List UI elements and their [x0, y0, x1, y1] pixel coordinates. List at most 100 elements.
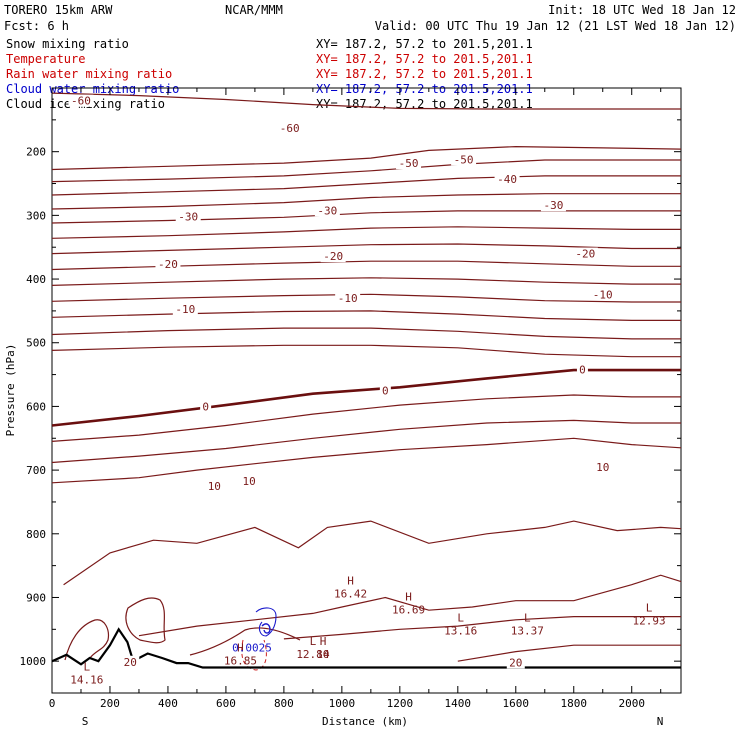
isotherm-line [51, 260, 681, 271]
isotherm-closed-contour [125, 597, 166, 644]
extremum-symbol: H [320, 635, 327, 648]
y-tick-label: 400 [26, 273, 46, 286]
isotherm-line [51, 293, 681, 303]
extremum-value: 14.16 [70, 674, 103, 687]
y-tick-label: 200 [26, 146, 46, 159]
isotherm-line [51, 344, 681, 358]
isotherm-label: 20 [124, 656, 137, 669]
x-tick-label: 200 [100, 697, 120, 710]
isotherm-label: -40 [497, 173, 517, 186]
isotherm-label-bg [155, 257, 181, 270]
isotherm-label: -60 [71, 95, 91, 108]
extremum-value: 14 [316, 648, 330, 661]
legend-entry-label: Rain water mixing ratio [6, 67, 172, 81]
extremum-symbol: L [310, 635, 317, 648]
extremum-value: 13.37 [511, 625, 544, 638]
isotherm-label: 10 [208, 480, 221, 493]
legend-entry-coords: XY= 187.2, 57.2 to 201.5,201.1 [316, 37, 533, 51]
legend-entry-label: Cloud water mixing ratio [6, 82, 179, 96]
chart-header: TORERO 15km ARW NCAR/MMM Init: 18 UTC We… [4, 3, 736, 33]
x-tick-label: 1800 [561, 697, 588, 710]
isotherm-label: 20 [509, 656, 522, 669]
north-label: N [657, 715, 664, 728]
legend-entry-coords: XY= 187.2, 57.2 to 201.5,201.1 [316, 52, 533, 66]
isotherm-label-bg [277, 122, 303, 135]
extremum-symbol: L [457, 612, 464, 625]
plot-area: -60 -60 -50 -50 -40 -30 -30 -30 -20 -20 -20 -10 -10 -… [51, 87, 682, 694]
isotherm-line [51, 419, 681, 464]
isotherm-label: -30 [544, 199, 564, 212]
isotherm-label-bg [175, 210, 201, 223]
isotherm-label-bg [540, 199, 566, 212]
y-tick-label: 900 [26, 591, 46, 604]
isotherm-label: -10 [175, 303, 195, 316]
isotherm-line [51, 277, 681, 286]
extremum-symbol: L [524, 612, 531, 625]
isotherm-label-bg [506, 656, 525, 669]
isotherm-label-bg [494, 173, 520, 186]
isotherm-label: 10 [596, 461, 609, 474]
isotherm-line [51, 175, 681, 196]
x-tick-label: 1200 [387, 697, 414, 710]
terrain-line [51, 627, 681, 669]
legend-entry-label: Temperature [6, 52, 85, 66]
axes: Distance (km) Pressure (hPa) S N 0 200 400… [4, 88, 681, 728]
y-tick-label: 600 [26, 400, 46, 413]
isotherm-label: -30 [178, 211, 198, 224]
extremum-symbol: H [347, 575, 354, 588]
isotherm-closed-contour [64, 619, 110, 661]
plot-frame [51, 87, 682, 694]
legend-entry-label: Snow mixing ratio [6, 37, 129, 51]
x-tick-label: 1000 [329, 697, 356, 710]
x-tick-label: 1400 [445, 697, 472, 710]
x-tick-label: 0 [49, 697, 56, 710]
isotherm-label-bg [590, 288, 616, 301]
isotherm-label-bg [320, 250, 346, 263]
cloud-water-label: 0.0025 [232, 642, 272, 655]
legend-entry-coords: XY= 187.2, 57.2 to 201.5,201.1 [316, 82, 533, 96]
isotherm-label-bg [572, 247, 598, 260]
extremum-value: 16.42 [334, 588, 367, 601]
extremum-symbol: L [83, 661, 90, 674]
isotherm-line [51, 159, 681, 183]
isotherm-label-bg [335, 292, 361, 305]
isotherm-line [457, 644, 681, 662]
extremum-symbol: H [405, 591, 412, 604]
isotherm-line [51, 193, 681, 210]
isotherm-line [51, 437, 682, 484]
extremum-value: 16.69 [392, 604, 425, 617]
y-tick-label: 300 [26, 209, 46, 222]
valid-time: Valid: 00 UTC Thu 19 Jan 12 (21 LST Wed … [375, 19, 736, 33]
isotherm-label: -60 [280, 122, 300, 135]
model-title: TORERO 15km ARW [4, 3, 113, 17]
isotherm-line [51, 394, 681, 442]
isotherm-label-bg [240, 474, 259, 487]
isotherm-label-bg [121, 655, 140, 668]
y-tick-label: 800 [26, 528, 46, 541]
isotherm-line [51, 327, 681, 340]
isotherm-line [51, 92, 681, 110]
isotherm-label: -10 [338, 292, 358, 305]
isotherm-label: 10 [242, 475, 255, 488]
isotherm-label-bg [576, 363, 588, 376]
x-tick-label: 400 [158, 697, 178, 710]
isotherm-label: -20 [323, 250, 343, 263]
isotherm-line [51, 226, 681, 239]
isotherm-line [63, 520, 682, 586]
cloud-water-contour [255, 607, 277, 637]
south-label: S [82, 715, 89, 728]
x-axis-label: Distance (km) [322, 715, 408, 728]
extremum-value: 16.85 [224, 655, 257, 668]
isotherm-label-bg [379, 384, 391, 397]
isotherm-line [51, 210, 681, 224]
init-time: Init: 18 UTC Wed 18 Jan 12 [548, 3, 736, 17]
isotherm-line [51, 310, 681, 321]
isotherm-label-bg [200, 400, 212, 413]
extremum-value: 12.80 [296, 648, 329, 661]
y-axis-label: Pressure (hPa) [4, 344, 17, 437]
isotherm-line [51, 368, 681, 427]
x-tick-label: 800 [274, 697, 294, 710]
isotherm-label: -50 [399, 157, 419, 170]
y-tick-label: 500 [26, 337, 46, 350]
